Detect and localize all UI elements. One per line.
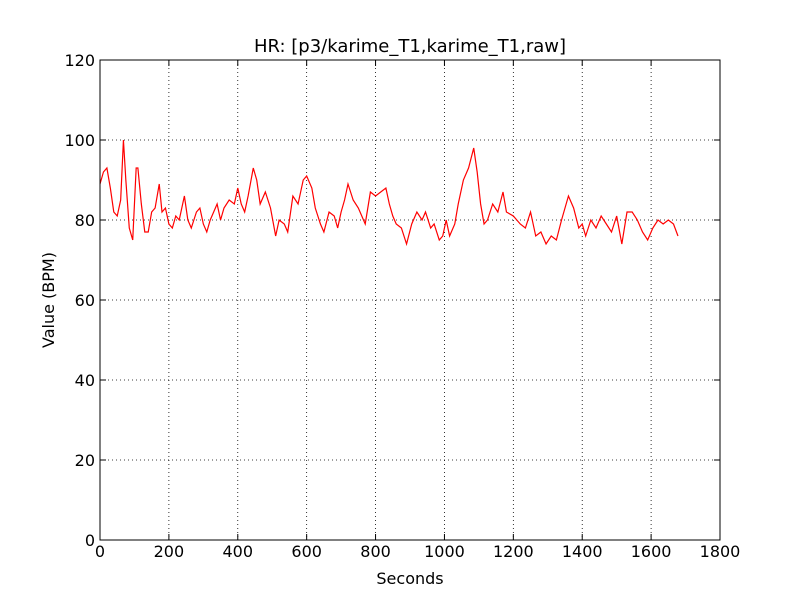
y-tick-label: 120 — [64, 51, 95, 70]
x-tick-label: 600 — [291, 542, 322, 561]
y-axis-label: Value (BPM) — [39, 252, 58, 348]
x-tick-label: 1600 — [631, 542, 672, 561]
x-tick-label: 1000 — [424, 542, 465, 561]
y-tick-label: 80 — [75, 211, 95, 230]
x-tick-label: 0 — [95, 542, 105, 561]
y-tick-label: 0 — [85, 531, 95, 550]
y-tick-label: 60 — [75, 291, 95, 310]
x-tick-label: 1800 — [700, 542, 741, 561]
x-tick-label: 200 — [154, 542, 185, 561]
x-tick-label: 1400 — [562, 542, 603, 561]
x-tick-label: 1200 — [493, 542, 534, 561]
x-tick-label: 400 — [223, 542, 254, 561]
plot-frame — [99, 59, 721, 541]
x-axis-label: Seconds — [376, 569, 443, 588]
y-tick-label: 40 — [75, 371, 95, 390]
chart-title: HR: [p3/karime_T1,karime_T1,raw] — [254, 36, 566, 57]
data-line — [99, 139, 679, 247]
y-tick-label: 100 — [64, 131, 95, 150]
x-tick-label: 800 — [360, 542, 391, 561]
y-tick-label: 20 — [75, 451, 95, 470]
